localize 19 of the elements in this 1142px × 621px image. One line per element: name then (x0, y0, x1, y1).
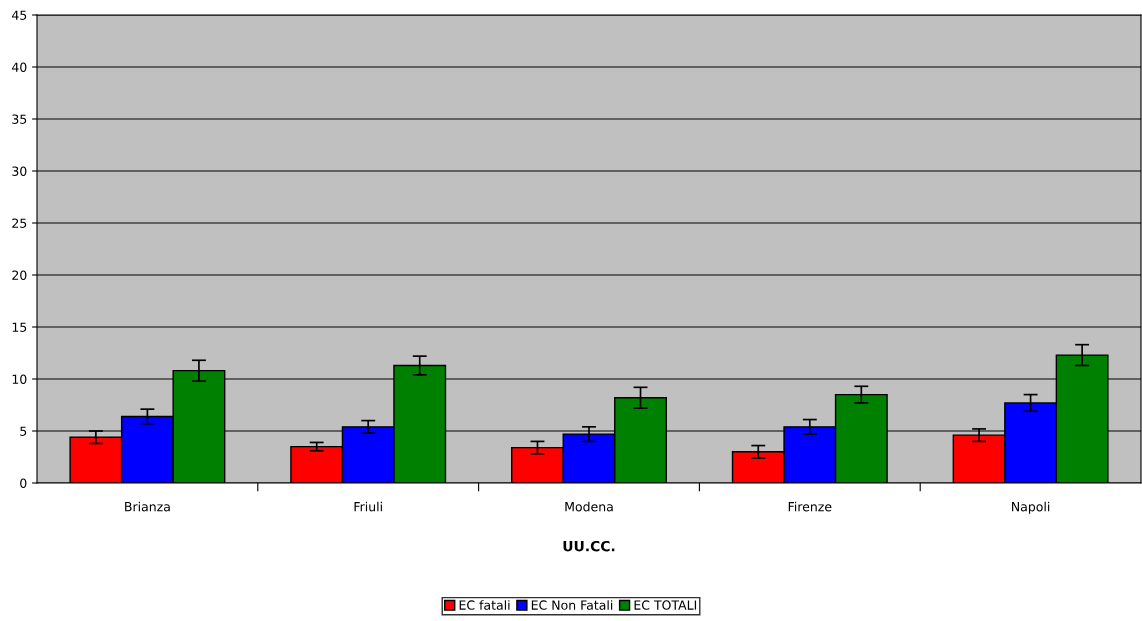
y-tick-label: 40 (11, 62, 27, 72)
x-tick-label: Napoli (1012, 501, 1050, 514)
y-tick-label: 0 (20, 478, 27, 488)
y-tick-label: 10 (12, 374, 27, 384)
y-tick-label: 20 (12, 270, 27, 280)
y-tick-label: 25 (12, 218, 27, 228)
y-tick-label: 30 (12, 166, 27, 176)
x-tick-label: Friuli (354, 501, 382, 512)
legend-label: EC TOTALI (634, 600, 697, 610)
x-axis-title: UU.CC. (563, 540, 615, 552)
x-tick-label: Modena (565, 501, 613, 512)
y-tick-label: 35 (12, 114, 27, 124)
legend-label: EC fatali (459, 600, 510, 610)
y-tick-label: 15 (12, 322, 27, 332)
y-tick-label: 45 (11, 10, 27, 20)
x-tick-label: Brianza (125, 501, 170, 512)
y-tick-label: 5 (20, 426, 27, 436)
x-tick-label: Firenze (788, 501, 832, 512)
legend-label: EC Non Fatali (531, 600, 613, 610)
